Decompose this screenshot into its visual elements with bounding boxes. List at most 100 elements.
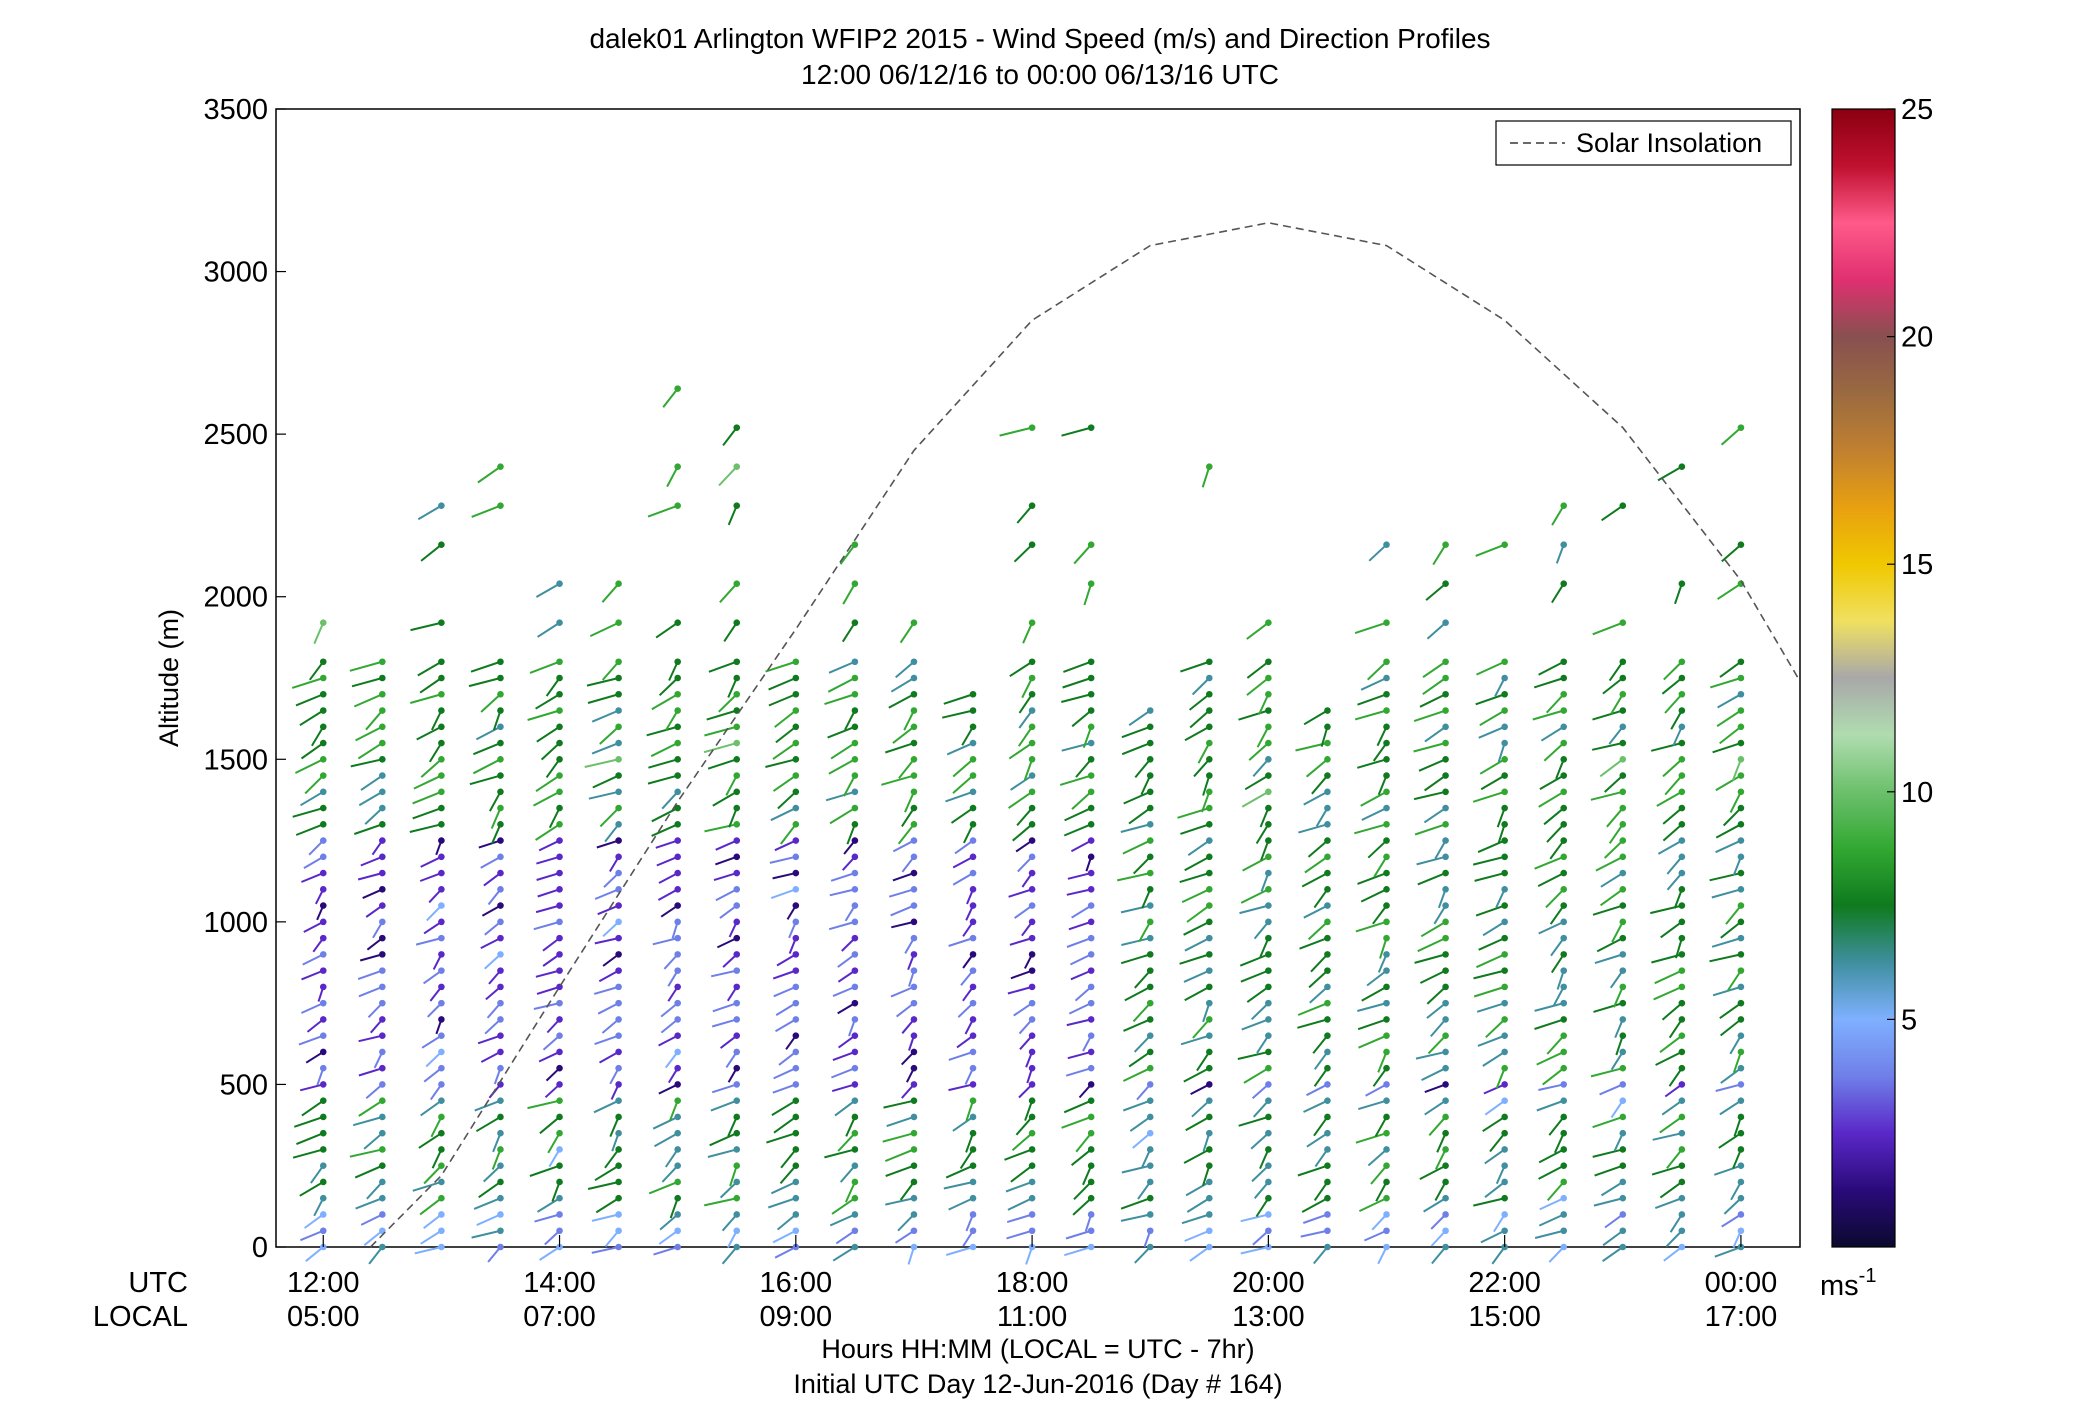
y-tick-label: 2000 bbox=[203, 582, 268, 614]
wind-barb-stick bbox=[353, 823, 383, 835]
wind-barb-stick bbox=[946, 742, 974, 756]
wind-barb-stick bbox=[1602, 677, 1624, 695]
wind-barb-dot bbox=[1028, 690, 1036, 698]
wind-barb-dot bbox=[1324, 707, 1331, 714]
wind-barb-dot bbox=[1501, 1178, 1508, 1186]
wind-barb-dot bbox=[792, 658, 800, 666]
wind-barb-dot bbox=[1146, 951, 1154, 958]
wind-barb-dot bbox=[556, 658, 563, 666]
wind-barb-stick bbox=[1419, 693, 1447, 708]
wind-barb-dot bbox=[1324, 1178, 1331, 1186]
wind-barb-stick bbox=[1590, 790, 1624, 801]
wind-barb-stick bbox=[593, 985, 619, 995]
wind-barb-stick bbox=[1064, 807, 1092, 822]
wind-barb-dot bbox=[379, 918, 386, 926]
wind-barb-dot bbox=[1737, 1178, 1745, 1186]
wind-barb-stick bbox=[1016, 505, 1033, 524]
wind-barb-stick bbox=[1373, 856, 1388, 878]
wind-barb-dot bbox=[1678, 772, 1686, 779]
wind-barb-dot bbox=[438, 619, 445, 627]
wind-barb-stick bbox=[1360, 677, 1387, 691]
wind-barb-dot bbox=[1206, 1162, 1213, 1170]
wind-barb-dot bbox=[319, 804, 327, 812]
wind-barb-stick bbox=[715, 888, 738, 902]
wind-barb-dot bbox=[792, 967, 800, 974]
wind-barb-dot bbox=[497, 1146, 504, 1153]
wind-barb-stick bbox=[1177, 807, 1210, 819]
wind-barb-stick bbox=[594, 888, 619, 900]
wind-barb-stick bbox=[1475, 543, 1506, 557]
wind-barb-dot bbox=[438, 951, 445, 958]
wind-barb-stick bbox=[365, 709, 384, 731]
wind-barb-stick bbox=[772, 1083, 797, 1094]
wind-barb-stick bbox=[412, 790, 442, 805]
wind-barb-stick bbox=[300, 1002, 324, 1014]
wind-barb-stick bbox=[1720, 921, 1742, 939]
wind-barb-dot bbox=[1206, 1032, 1213, 1039]
wind-barb-dot bbox=[497, 821, 504, 828]
wind-barb-stick bbox=[1473, 985, 1505, 998]
wind-barb-dot bbox=[438, 658, 445, 666]
wind-barb-dot bbox=[1028, 1016, 1036, 1023]
wind-barb-dot bbox=[379, 1113, 386, 1121]
wind-barb-dot bbox=[1265, 619, 1272, 627]
wind-barb-dot bbox=[851, 788, 859, 796]
colorbar bbox=[1831, 108, 1896, 1248]
wind-barb-dot bbox=[1383, 967, 1390, 974]
wind-barb-stick bbox=[305, 1246, 324, 1262]
x-tick-label-utc: 14:00 bbox=[523, 1267, 596, 1299]
wind-barb-stick bbox=[1712, 985, 1742, 997]
wind-barb-stick bbox=[481, 904, 501, 917]
wind-barb-dot bbox=[851, 1162, 859, 1170]
wind-barb-stick bbox=[1132, 1132, 1151, 1149]
wind-barb-dot bbox=[1383, 619, 1390, 627]
wind-barb-stick bbox=[1183, 920, 1210, 936]
wind-barb-stick bbox=[599, 807, 620, 828]
wind-barb-dot bbox=[1501, 934, 1508, 942]
wind-barb-dot bbox=[674, 934, 681, 942]
wind-barb-stick bbox=[484, 953, 502, 970]
wind-barb-dot bbox=[1501, 1081, 1508, 1088]
wind-barb-stick bbox=[1074, 986, 1092, 1002]
wind-barb-stick bbox=[1240, 888, 1269, 904]
wind-barb-stick bbox=[1120, 953, 1151, 965]
wind-barb-stick bbox=[1013, 543, 1033, 563]
wind-barb-stick bbox=[1413, 790, 1446, 801]
wind-barb-dot bbox=[1560, 983, 1568, 991]
wind-barb-stick bbox=[533, 920, 560, 931]
wind-barb-stick bbox=[963, 823, 974, 844]
wind-barb-stick bbox=[1668, 1018, 1683, 1039]
wind-barb-stick bbox=[548, 807, 561, 829]
wind-barb-dot bbox=[1383, 1243, 1390, 1251]
wind-barb-stick bbox=[765, 660, 797, 673]
wind-barb-dot bbox=[674, 853, 681, 861]
wind-barb-dot bbox=[1324, 1081, 1331, 1088]
wind-barb-dot bbox=[1619, 723, 1627, 731]
wind-barb-dot bbox=[615, 690, 622, 698]
wind-barb-dot bbox=[674, 999, 681, 1007]
wind-barb-stick bbox=[843, 775, 856, 797]
wind-barb-dot bbox=[1442, 707, 1449, 714]
wind-barb-stick bbox=[1246, 660, 1269, 679]
wind-barb-stick bbox=[1722, 807, 1742, 827]
wind-barb-stick bbox=[1430, 1018, 1447, 1038]
wind-barb-stick bbox=[366, 1181, 384, 1200]
wind-barb-stick bbox=[1424, 774, 1447, 792]
wind-barb-dot bbox=[674, 385, 681, 392]
x-tick-label-local: 11:00 bbox=[997, 1301, 1067, 1333]
wind-barb-dot bbox=[1501, 1146, 1508, 1153]
wind-barb-dot bbox=[1678, 463, 1686, 470]
wind-barb-dot bbox=[1383, 1194, 1390, 1202]
wind-barb-dot bbox=[1146, 1129, 1154, 1137]
wind-barb-dot bbox=[1678, 821, 1686, 828]
wind-barb-dot bbox=[319, 1097, 327, 1104]
legend-label: Solar Insolation bbox=[1576, 128, 1762, 158]
wind-barb-dot bbox=[792, 707, 800, 714]
wind-barb-stick bbox=[703, 1197, 737, 1207]
wind-barb-dot bbox=[1678, 707, 1686, 714]
wind-barb-dot bbox=[1678, 755, 1686, 763]
wind-barb-stick bbox=[1122, 1067, 1151, 1082]
wind-barb-dot bbox=[497, 1016, 504, 1023]
wind-barb-stick bbox=[1484, 1099, 1506, 1116]
wind-barb-stick bbox=[364, 807, 384, 825]
